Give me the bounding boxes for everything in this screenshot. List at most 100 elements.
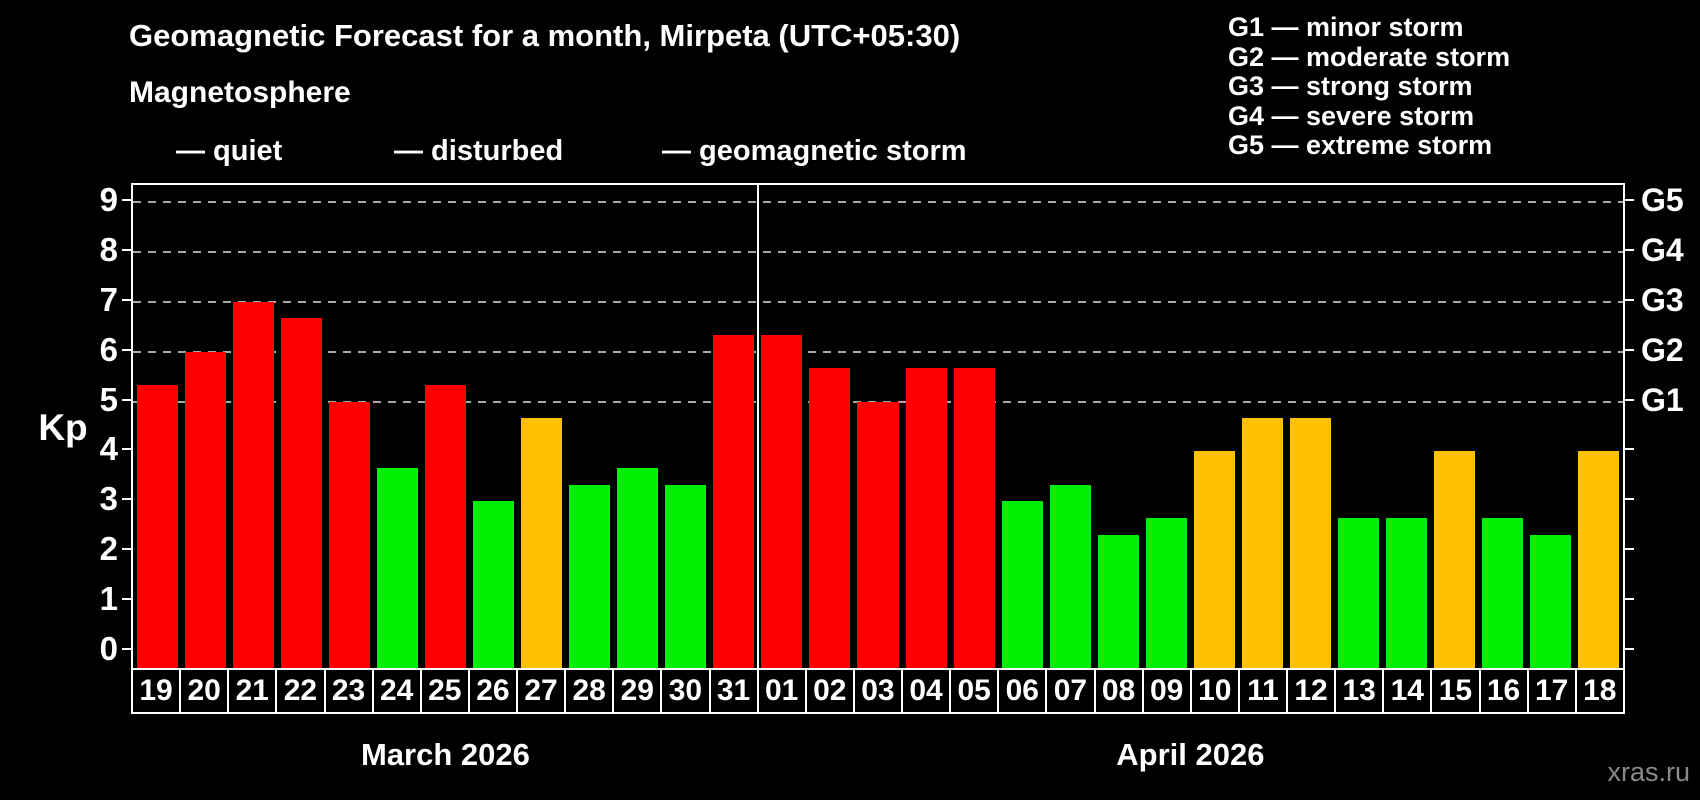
gridline-kp-7	[133, 301, 1623, 303]
g-scale-legend: G1 — minor storm G2 — moderate storm G3 …	[1228, 12, 1511, 161]
bar-day-13	[1338, 517, 1380, 668]
bar-day-10	[1193, 451, 1235, 668]
month-label-march: March 2026	[360, 737, 530, 772]
bar-day-27	[521, 418, 563, 668]
gridline-kp-6	[133, 350, 1623, 353]
y-tick-label-6: 6	[99, 330, 118, 368]
bar-day-26	[472, 501, 514, 668]
day-cell-16: 16	[1478, 668, 1529, 714]
day-cell-29: 29	[612, 668, 663, 714]
day-cell-11: 11	[1237, 668, 1288, 714]
bar-day-25	[424, 385, 466, 668]
legend-disturbed-label: — disturbed	[394, 135, 564, 167]
day-cell-15: 15	[1430, 668, 1481, 714]
y-tick-label-8: 8	[99, 231, 118, 269]
day-cell-20: 20	[179, 668, 230, 714]
day-cell-19: 19	[131, 668, 182, 714]
day-cell-24: 24	[371, 668, 422, 714]
page-title: Geomagnetic Forecast for a month, Mirpet…	[129, 18, 961, 53]
bar-day-29	[617, 467, 659, 668]
day-cell-31: 31	[708, 668, 759, 714]
bar-day-04	[905, 368, 947, 668]
day-cell-21: 21	[227, 668, 278, 714]
bar-day-15	[1434, 451, 1476, 668]
g-legend-line-g3: G3 — strong storm	[1228, 71, 1473, 101]
y-axis-tick-left	[122, 249, 131, 252]
y-axis-tick-right	[1625, 249, 1634, 252]
g-legend-line-g2: G2 — moderate storm	[1228, 41, 1511, 72]
y-axis-tick-right	[1625, 398, 1634, 401]
bar-day-19	[136, 385, 178, 668]
y-tick-label-9: 9	[99, 181, 118, 219]
day-cell-04: 04	[901, 668, 952, 714]
bar-day-01	[761, 335, 803, 668]
watermark: xras.ru	[1607, 757, 1690, 787]
day-cell-01: 01	[756, 668, 807, 714]
y-axis-label-kp: Kp	[38, 407, 88, 448]
day-axis-row: 19 20 21 22 23 24 25 26 27 28 29 30 31 01 02 03 04 05 06 07…	[131, 668, 1625, 714]
g-legend-line-g4: G4 — severe storm	[1228, 100, 1475, 131]
bar-day-14	[1386, 517, 1428, 668]
gridline-kp-8	[133, 251, 1623, 254]
y-axis-tick-left	[122, 199, 131, 202]
g-axis-label-g2: G2	[1641, 331, 1684, 368]
day-cell-26: 26	[467, 668, 518, 714]
y-axis-tick-right	[1625, 299, 1634, 301]
g-axis-label-g4: G4	[1641, 232, 1684, 269]
day-cell-12: 12	[1286, 668, 1337, 714]
y-axis-tick-left	[122, 647, 131, 650]
day-cell-25: 25	[419, 668, 470, 714]
g-axis-label-g3: G3	[1641, 282, 1684, 318]
g-axis-label-g1: G1	[1641, 381, 1684, 418]
day-cell-17: 17	[1526, 668, 1577, 714]
y-axis-tick-right	[1625, 647, 1634, 650]
y-tick-label-0: 0	[99, 629, 118, 667]
day-cell-02: 02	[804, 668, 855, 714]
legend-storm-swatch	[616, 135, 650, 168]
y-tick-label-7: 7	[99, 281, 118, 318]
day-cell-14: 14	[1382, 668, 1433, 714]
day-cell-18: 18	[1574, 668, 1625, 714]
bar-day-28	[569, 484, 611, 668]
y-axis-tick-left	[122, 597, 131, 600]
day-cell-07: 07	[1045, 668, 1096, 714]
day-cell-27: 27	[516, 668, 567, 714]
legend-quiet-label: — quiet	[176, 135, 283, 167]
day-cell-08: 08	[1093, 668, 1144, 714]
month-label-april: April 2026	[1116, 737, 1265, 772]
bar-day-17	[1530, 534, 1572, 668]
bar-day-22	[280, 318, 322, 668]
bar-day-06	[1001, 501, 1043, 668]
y-axis-tick-left	[122, 547, 131, 550]
y-axis-tick-right	[1625, 597, 1634, 600]
day-cell-09: 09	[1141, 668, 1192, 714]
g-legend-line-g1: G1 — minor storm	[1228, 12, 1464, 42]
y-axis-tick-right	[1625, 348, 1634, 351]
y-tick-label-1: 1	[99, 579, 118, 617]
bar-day-21	[232, 302, 274, 668]
y-axis-tick-right	[1625, 547, 1634, 550]
y-axis-tick-right	[1625, 448, 1634, 451]
gridline-kp-9	[133, 201, 1623, 204]
bar-day-30	[665, 484, 707, 668]
y-axis-tick-left	[122, 448, 131, 451]
y-axis-tick-right	[1625, 199, 1634, 202]
legend-storm-label: — geomagnetic storm	[662, 135, 967, 167]
bar-day-05	[953, 368, 995, 668]
legend-disturbed-swatch	[346, 135, 380, 168]
bar-day-09	[1145, 517, 1187, 668]
bar-day-16	[1482, 517, 1524, 668]
y-axis-tick-right	[1625, 498, 1634, 501]
bar-day-12	[1290, 418, 1332, 668]
bar-day-03	[857, 401, 899, 668]
bar-day-24	[376, 467, 418, 668]
y-axis-tick-left	[122, 398, 131, 401]
magnetosphere-subtitle: Magnetosphere	[129, 76, 351, 109]
y-tick-label-3: 3	[99, 480, 118, 518]
bar-day-20	[184, 351, 226, 668]
y-tick-label-2: 2	[99, 529, 118, 567]
bar-day-23	[328, 401, 370, 668]
bar-day-02	[809, 368, 851, 668]
y-tick-label-4: 4	[99, 430, 118, 468]
